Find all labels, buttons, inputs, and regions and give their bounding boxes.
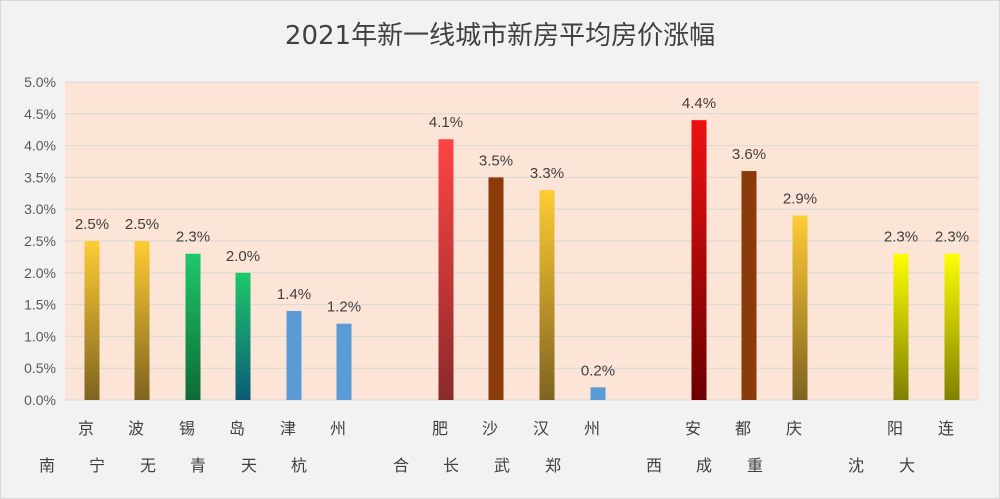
x-label-char: 成	[696, 456, 712, 475]
value-labels: 2.5% 2.5% 2.3% 2.0% 1.4% 1.2% 4.1% 3.5% 3.3% 0.2%…	[75, 95, 969, 379]
x-label-char: 青	[190, 456, 206, 475]
y-tick-label: 3.5%	[24, 169, 56, 185]
value-label: 3.3%	[530, 165, 564, 182]
value-label: 3.6%	[732, 146, 766, 163]
y-tick-label: 1.0%	[24, 328, 56, 344]
x-label-char: 阳	[887, 419, 903, 438]
bar-南京	[84, 241, 100, 400]
chart-title: 2021年新一线城市新房平均房价涨幅	[284, 21, 716, 51]
x-label-char: 天	[241, 456, 257, 475]
x-label-char: 岛	[229, 419, 245, 438]
x-label-char: 宁	[89, 456, 105, 475]
bar-大连	[944, 253, 960, 400]
value-label: 2.5%	[125, 216, 159, 233]
value-label: 2.3%	[884, 229, 918, 246]
x-label-char: 安	[685, 419, 701, 438]
value-label: 2.3%	[176, 229, 210, 246]
x-label-char: 杭	[291, 456, 307, 475]
gridlines	[65, 81, 979, 401]
bar-长沙	[488, 177, 504, 400]
value-label: 2.0%	[226, 248, 260, 265]
bars	[84, 120, 960, 401]
x-label-char: 都	[735, 419, 751, 438]
x-label-char: 州	[584, 419, 600, 438]
y-tick-label: 5.0%	[24, 74, 56, 90]
bar-郑州	[590, 387, 606, 400]
value-label: 1.2%	[327, 299, 361, 316]
x-label-char: 锡	[179, 419, 195, 438]
x-label-char: 波	[128, 419, 144, 438]
value-label: 2.9%	[783, 191, 817, 208]
value-label: 2.3%	[935, 229, 969, 246]
bar-青岛	[235, 272, 251, 400]
bar-杭州	[336, 323, 352, 400]
x-label-char: 长	[443, 456, 459, 475]
value-label: 4.1%	[429, 114, 463, 131]
bar-无锡	[185, 253, 201, 400]
y-tick-label: 4.5%	[24, 106, 56, 122]
y-tick-label: 4.0%	[24, 138, 56, 154]
bar-武汉	[539, 190, 555, 400]
y-axis-tick-labels: 0.0% 0.5% 1.0% 1.5% 2.0% 2.5% 3.0% 3.5% 4.0% 4.5%…	[24, 74, 56, 408]
bar-天津	[286, 310, 302, 400]
x-label-char: 大	[899, 456, 915, 475]
x-label-char: 西	[646, 456, 662, 475]
value-label: 2.5%	[75, 216, 109, 233]
y-tick-label: 3.0%	[24, 201, 56, 217]
x-label-char: 武	[494, 456, 510, 475]
x-label-char: 肥	[432, 419, 448, 438]
value-label: 4.4%	[682, 95, 716, 112]
x-axis-labels: 京南 波宁 锡无 岛青 津天 州杭 肥合 沙长 汉武 州郑 安西 都成 庆重 阳沈 连大	[39, 419, 954, 475]
x-label-char: 京	[78, 419, 94, 438]
value-label: 1.4%	[277, 286, 311, 303]
bar-成都	[741, 171, 757, 400]
x-label-char: 州	[330, 419, 346, 438]
x-label-char: 沈	[848, 456, 864, 475]
x-label-char: 郑	[545, 456, 561, 475]
value-label: 3.5%	[479, 152, 513, 169]
bar-合肥	[438, 139, 454, 401]
x-label-char: 汉	[533, 419, 549, 438]
y-tick-label: 1.5%	[24, 297, 56, 313]
x-label-char: 津	[280, 419, 296, 438]
x-label-char: 南	[39, 456, 55, 475]
y-tick-label: 2.5%	[24, 233, 56, 249]
x-label-char: 沙	[482, 419, 498, 438]
x-label-char: 无	[140, 456, 156, 475]
y-tick-label: 2.0%	[24, 265, 56, 281]
bar-宁波	[134, 241, 150, 400]
bar-重庆	[792, 215, 808, 400]
x-label-char: 连	[938, 419, 954, 438]
value-label: 0.2%	[581, 362, 615, 379]
x-label-char: 重	[747, 456, 763, 475]
bar-西安	[691, 120, 707, 400]
bar-沈阳	[893, 253, 909, 400]
y-tick-label: 0.5%	[24, 360, 56, 376]
x-label-char: 庆	[786, 419, 802, 438]
x-label-char: 合	[393, 456, 409, 475]
y-tick-label: 0.0%	[24, 392, 56, 408]
